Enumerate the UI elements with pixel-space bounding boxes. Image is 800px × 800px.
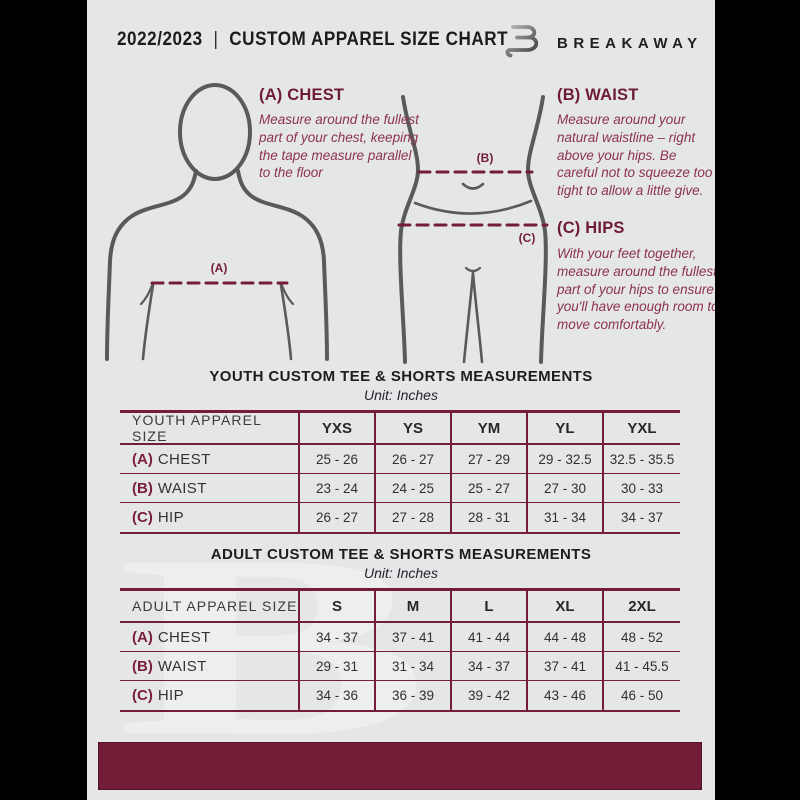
table-cell: 43 - 46 xyxy=(528,681,604,710)
table-cell: 28 - 31 xyxy=(452,503,528,532)
waist-instruction-text: Measure around your natural waistline – … xyxy=(557,112,713,199)
chest-instruction-heading: (A) CHEST xyxy=(259,86,345,104)
adult-size-xl: XL xyxy=(528,591,604,623)
table-cell: 26 - 27 xyxy=(300,503,376,532)
row-label: WAIST xyxy=(157,657,207,675)
table-cell: 27 - 28 xyxy=(376,503,452,532)
table-cell: 34 - 37 xyxy=(452,652,528,681)
brand-watermark-letter: B xyxy=(117,502,430,790)
adult-size-s: S xyxy=(300,591,376,623)
youth-size-header: YOUTH APPAREL SIZE xyxy=(120,412,300,445)
youth-hip-row-label: (C) HIP xyxy=(120,503,300,532)
row-label: CHEST xyxy=(157,450,211,468)
adult-table-unit: Unit: Inches xyxy=(364,565,438,581)
upper-torso-figure xyxy=(105,83,329,361)
row-prefix: (B) xyxy=(132,479,153,497)
adult-size-l: L xyxy=(452,591,528,623)
brand-name: BREAKAWAY xyxy=(557,35,703,52)
row-prefix: (C) xyxy=(132,509,153,526)
table-cell: 36 - 39 xyxy=(376,681,452,710)
table-cell: 31 - 34 xyxy=(528,503,604,532)
adult-size-m: M xyxy=(376,591,452,623)
table-cell: 37 - 41 xyxy=(376,623,452,652)
table-cell: 41 - 44 xyxy=(452,623,528,652)
hips-instruction-text: With your feet together, measure around … xyxy=(557,246,715,333)
table-cell: 27 - 30 xyxy=(528,474,604,503)
season-label: 2022/2023 xyxy=(117,29,203,50)
row-prefix: (A) xyxy=(132,628,153,646)
table-cell: 41 - 45.5 xyxy=(604,652,680,681)
table-cell: 32.5 - 35.5 xyxy=(604,445,680,474)
youth-table-title: YOUTH CUSTOM TEE & SHORTS MEASUREMENTS xyxy=(209,368,593,385)
row-label: HIP xyxy=(157,687,185,704)
hips-line-label: (C) xyxy=(519,231,536,245)
adult-table-title: ADULT CUSTOM TEE & SHORTS MEASUREMENTS xyxy=(210,546,592,563)
row-label: WAIST xyxy=(157,479,207,497)
flyer-page: B 2022/2023 | CUSTOM APPAREL SIZE CHART BR… xyxy=(87,0,715,800)
table-cell: 39 - 42 xyxy=(452,681,528,710)
table-cell: 25 - 26 xyxy=(300,445,376,474)
table-cell: 29 - 31 xyxy=(300,652,376,681)
youth-waist-row-label: (B) WAIST xyxy=(120,474,300,503)
row-label: HIP xyxy=(157,509,185,526)
table-cell: 37 - 41 xyxy=(528,652,604,681)
youth-size-ym: YM xyxy=(452,413,528,445)
body-measurement-diagram: (A) (B) (C) xyxy=(105,83,549,364)
adult-chest-row-label: (A) CHEST xyxy=(120,623,300,652)
table-cell: 44 - 48 xyxy=(528,623,604,652)
hips-instruction-heading: (C) HIPS xyxy=(557,219,625,237)
row-label: CHEST xyxy=(157,628,211,646)
adult-size-table: ADULT APPAREL SIZE S M L XL 2XL (A) CHES… xyxy=(120,588,680,712)
table-cell: 29 - 32.5 xyxy=(528,445,604,474)
waist-line-label: (B) xyxy=(477,151,494,165)
table-cell: 24 - 25 xyxy=(376,474,452,503)
adult-waist-row-label: (B) WAIST xyxy=(120,652,300,681)
table-cell: 23 - 24 xyxy=(300,474,376,503)
youth-size-yl: YL xyxy=(528,413,604,445)
waist-instruction-heading: (B) WAIST xyxy=(557,86,639,104)
table-cell: 34 - 36 xyxy=(300,681,376,710)
breakaway-logo-icon xyxy=(505,25,539,58)
adult-size-2xl: 2XL xyxy=(604,591,680,623)
youth-size-yxl: YXL xyxy=(604,413,680,445)
chart-title: CUSTOM APPAREL SIZE CHART xyxy=(229,29,509,50)
footer-accent-bar xyxy=(98,742,702,790)
chest-instruction-text: Measure around the fullest part of your … xyxy=(259,112,419,181)
table-cell: 26 - 27 xyxy=(376,445,452,474)
table-cell: 34 - 37 xyxy=(300,623,376,652)
row-prefix: (B) xyxy=(132,657,153,675)
chest-line-label: (A) xyxy=(211,261,228,275)
table-cell: 48 - 52 xyxy=(604,623,680,652)
table-cell: 31 - 34 xyxy=(376,652,452,681)
row-prefix: (A) xyxy=(132,450,153,468)
table-cell: 27 - 29 xyxy=(452,445,528,474)
youth-size-table: YOUTH APPAREL SIZE YXS YS YM YL YXL (A) … xyxy=(120,410,680,534)
youth-size-yxs: YXS xyxy=(300,413,376,445)
table-cell: 30 - 33 xyxy=(604,474,680,503)
adult-size-header: ADULT APPAREL SIZE xyxy=(120,591,300,623)
adult-hip-row-label: (C) HIP xyxy=(120,681,300,710)
page-title: 2022/2023 | CUSTOM APPAREL SIZE CHART xyxy=(117,29,508,51)
row-prefix: (C) xyxy=(132,687,153,704)
lower-torso-figure xyxy=(398,95,548,364)
table-cell: 25 - 27 xyxy=(452,474,528,503)
youth-table-unit: Unit: Inches xyxy=(364,387,438,403)
title-separator: | xyxy=(213,29,219,50)
youth-chest-row-label: (A) CHEST xyxy=(120,445,300,474)
table-cell: 34 - 37 xyxy=(620,510,664,525)
youth-size-ys: YS xyxy=(376,413,452,445)
table-cell: 46 - 50 xyxy=(620,688,664,703)
